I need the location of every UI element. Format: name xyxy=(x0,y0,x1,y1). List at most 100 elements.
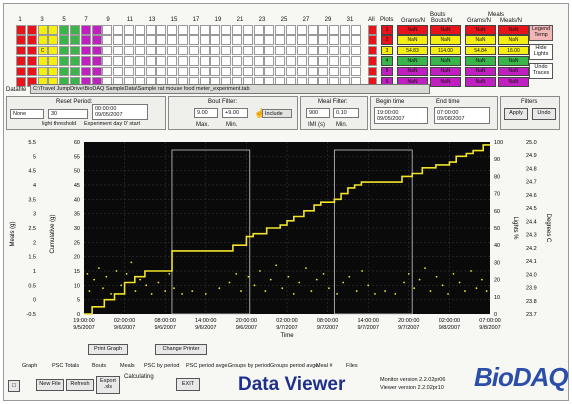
channel-cell[interactable] xyxy=(296,56,307,66)
channel-cell[interactable] xyxy=(242,25,253,35)
all-row-toggle[interactable] xyxy=(368,35,377,45)
all-row-toggle[interactable] xyxy=(368,25,377,35)
channel-cell[interactable] xyxy=(242,35,253,45)
channel-cell[interactable] xyxy=(48,25,59,35)
channel-cell[interactable] xyxy=(232,66,242,77)
view-tab[interactable]: PSC by period xyxy=(144,363,180,369)
channel-cell[interactable] xyxy=(329,35,340,45)
channel-cell[interactable] xyxy=(350,56,361,66)
channel-cell[interactable] xyxy=(188,66,199,77)
channel-cell[interactable] xyxy=(134,66,145,77)
channel-cell[interactable] xyxy=(199,56,210,66)
channel-cell[interactable] xyxy=(102,45,113,56)
channel-cell[interactable] xyxy=(350,25,361,35)
view-tab[interactable]: Graph xyxy=(22,363,38,369)
refresh-button[interactable]: Refresh xyxy=(66,379,94,391)
channel-cell[interactable] xyxy=(275,45,286,56)
channel-cell[interactable] xyxy=(113,56,124,66)
channel-cell[interactable] xyxy=(70,66,80,77)
channel-cell[interactable] xyxy=(102,25,113,35)
channel-cell[interactable] xyxy=(296,45,307,56)
channel-cell[interactable] xyxy=(253,66,264,77)
channel-cell[interactable] xyxy=(318,35,329,45)
channel-cell[interactable] xyxy=(188,35,199,45)
view-tab[interactable]: Bouts xyxy=(92,363,107,369)
reset-datetime-field[interactable]: 00:00:00 09/05/2007 xyxy=(92,104,148,120)
channel-cell[interactable] xyxy=(232,45,242,56)
view-tab[interactable]: Meal # xyxy=(316,363,333,369)
channel-cell[interactable] xyxy=(91,25,102,35)
channel-cell[interactable] xyxy=(350,45,361,56)
plot-index[interactable]: 1 xyxy=(381,25,393,35)
channel-cell[interactable] xyxy=(264,66,275,77)
undo-button[interactable]: Undo xyxy=(532,108,556,120)
channel-cell[interactable] xyxy=(80,25,91,35)
export-xls-button[interactable]: Export .xls xyxy=(96,376,120,394)
channel-cell[interactable] xyxy=(37,25,48,35)
channel-cell[interactable] xyxy=(70,45,80,56)
channel-cell[interactable] xyxy=(59,35,70,45)
channel-cell[interactable] xyxy=(156,25,167,35)
hide-lights-button[interactable]: Hide Lights xyxy=(529,44,553,60)
channel-cell[interactable] xyxy=(350,66,361,77)
channel-cell[interactable] xyxy=(253,56,264,66)
channel-cell[interactable] xyxy=(221,66,232,77)
channel-cell[interactable] xyxy=(232,25,242,35)
channel-cell[interactable]: C xyxy=(37,45,48,56)
end-time-field[interactable]: 07:00:00 09/08/2007 xyxy=(434,107,490,124)
bout-min-field[interactable]: +9.00 xyxy=(222,108,248,118)
channel-cell[interactable] xyxy=(264,25,275,35)
apply-button[interactable]: Apply xyxy=(504,108,528,120)
channel-cell[interactable] xyxy=(340,45,350,56)
channel-cell[interactable] xyxy=(113,35,124,45)
channel-cell[interactable] xyxy=(145,66,156,77)
channel-cell[interactable] xyxy=(145,35,156,45)
channel-cell[interactable] xyxy=(156,56,167,66)
channel-cell[interactable] xyxy=(134,56,145,66)
channel-cell[interactable] xyxy=(178,66,188,77)
channel-cell[interactable] xyxy=(264,35,275,45)
channel-cell[interactable] xyxy=(156,66,167,77)
channel-cell[interactable] xyxy=(124,45,134,56)
channel-cell[interactable] xyxy=(91,66,102,77)
channel-cell[interactable] xyxy=(296,66,307,77)
channel-cell[interactable] xyxy=(178,56,188,66)
channel-cell[interactable] xyxy=(340,56,350,66)
channel-cell[interactable] xyxy=(318,25,329,35)
channel-cell[interactable] xyxy=(318,45,329,56)
channel-cell[interactable] xyxy=(80,56,91,66)
channel-cell[interactable] xyxy=(178,45,188,56)
channel-cell[interactable] xyxy=(16,35,26,45)
exit-button[interactable]: EXIT xyxy=(176,378,200,391)
channel-cell[interactable] xyxy=(167,45,178,56)
new-file-button[interactable]: New File xyxy=(36,379,64,391)
channel-cell[interactable] xyxy=(296,25,307,35)
all-row-toggle[interactable] xyxy=(368,66,377,77)
undo-traces-button[interactable]: Undo Traces xyxy=(529,63,553,79)
reset-value-field[interactable]: 30 xyxy=(48,109,88,119)
channel-cell[interactable] xyxy=(253,35,264,45)
channel-cell[interactable] xyxy=(340,25,350,35)
channel-cell[interactable] xyxy=(340,66,350,77)
channel-cell[interactable] xyxy=(307,25,318,35)
channel-cell[interactable] xyxy=(188,25,199,35)
channel-cell[interactable] xyxy=(210,25,221,35)
channel-cell[interactable] xyxy=(80,45,91,56)
view-tab[interactable]: PSC Totals xyxy=(52,363,80,369)
plot-index[interactable]: 2 xyxy=(381,35,393,45)
plot-index[interactable]: 5 xyxy=(381,66,393,77)
channel-cell[interactable] xyxy=(242,66,253,77)
channel-cell[interactable] xyxy=(350,35,361,45)
channel-cell[interactable] xyxy=(16,25,26,35)
channel-cell[interactable] xyxy=(134,45,145,56)
channel-cell[interactable] xyxy=(286,56,296,66)
channel-cell[interactable] xyxy=(91,45,102,56)
plot-index[interactable]: 4 xyxy=(381,56,393,66)
channel-cell[interactable] xyxy=(80,66,91,77)
channel-cell[interactable] xyxy=(199,66,210,77)
channel-cell[interactable] xyxy=(80,35,91,45)
plot-index[interactable]: 3 xyxy=(381,45,393,56)
bout-max-field[interactable]: 9.00 xyxy=(194,108,218,118)
channel-cell[interactable] xyxy=(232,56,242,66)
channel-cell[interactable] xyxy=(113,66,124,77)
